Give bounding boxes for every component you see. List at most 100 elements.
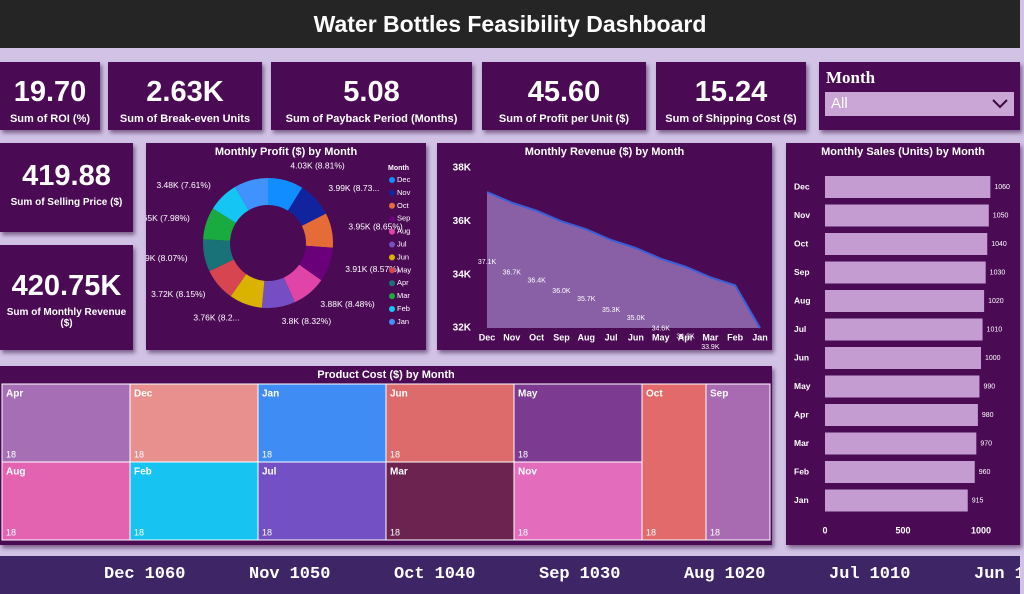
slicer-dropdown[interactable]: All: [825, 92, 1014, 116]
legend-marker: [389, 177, 395, 183]
x-tick-label: Jan: [752, 332, 768, 342]
panel: Product Cost ($) by Month Apr 18 Aug 18 Dec 18…: [0, 366, 772, 545]
legend-label: Aug: [397, 227, 410, 236]
ticker-value: 1040: [434, 565, 476, 584]
chart-title: Monthly Sales (Units) by Month: [821, 146, 985, 158]
header: Water Bottles Feasibility Dashboard: [0, 0, 1020, 48]
y-tick-label: Jul: [794, 324, 806, 334]
legend-marker: [389, 280, 395, 287]
kpi-value: 19.70: [13, 76, 87, 108]
cell-label: Sep: [710, 389, 728, 400]
y-tick-label: Nov: [794, 210, 810, 220]
x-tick-label: Oct: [529, 332, 544, 342]
bar: [825, 461, 975, 483]
data-label: 1030: [990, 269, 1006, 276]
treemap-cell: [513, 461, 643, 541]
x-tick-label: Jun: [628, 332, 644, 342]
y-tick-label: 32K: [453, 323, 472, 334]
treemap-cell: [385, 461, 515, 541]
kpi-card: 5.08 Sum of Payback Period (Months): [271, 62, 472, 130]
cell-label: Dec: [134, 389, 153, 400]
area: [487, 192, 760, 328]
donut-chart: Monthly Profit ($) by Month 4.03K (8.81%)…: [133, 146, 411, 326]
chart-title: Monthly Profit ($) by Month: [215, 146, 358, 158]
treemap-cell: [705, 383, 771, 541]
donut-slice: [203, 208, 236, 241]
y-tick-label: Aug: [794, 295, 811, 305]
ticker: Dec 1060 Nov 1050 Oct 1040 Sep 1030 Aug 1020 Jul 10…: [0, 556, 1020, 594]
legend-label: Feb: [397, 304, 410, 313]
data-label: 990: [983, 383, 995, 390]
ticker-item: Aug 1020: [684, 565, 765, 584]
treemap-cell: [1, 461, 131, 541]
y-tick-label: Jun: [794, 352, 809, 362]
donut-slice: [268, 178, 303, 211]
y-tick-label: May: [794, 381, 811, 391]
data-label: 1060: [994, 184, 1010, 191]
data-label: 35.0K: [627, 315, 646, 322]
cell-value: 18: [6, 527, 16, 537]
legend-label: Oct: [397, 201, 410, 210]
legend-label: Mar: [397, 291, 410, 300]
cell-value: 18: [262, 449, 272, 459]
cell-label: Aug: [6, 467, 25, 478]
donut-slice: [212, 187, 249, 223]
data-label: 1010: [987, 326, 1003, 333]
panel: Monthly Sales (Units) by Month 0 500 1000 De…: [786, 143, 1020, 545]
data-label: 35.7K: [577, 296, 596, 303]
panel: Monthly Profit ($) by Month 4.03K (8.81%)…: [133, 143, 426, 350]
ticker-value: 1010: [869, 565, 911, 584]
cell-label: Jun: [390, 389, 408, 400]
cell-label: Apr: [6, 389, 23, 400]
data-label: 1020: [988, 298, 1004, 305]
treemap-cell: [257, 461, 387, 541]
chart-title: Monthly Revenue ($) by Month: [525, 146, 685, 158]
cell-label: Jan: [262, 389, 279, 400]
kpi-label: Sum of Profit per Unit ($): [498, 113, 630, 125]
treemap-cell: [129, 461, 259, 541]
data-label: 3.65K (7.98%): [146, 213, 190, 223]
treemap-cell: [129, 383, 259, 463]
kpi-card: 45.60 Sum of Profit per Unit ($): [482, 62, 646, 130]
kpi-value: 419.88: [22, 159, 111, 192]
legend-marker: [389, 306, 395, 312]
legend-title: Month: [388, 165, 409, 172]
ticker-value: 1020: [724, 565, 766, 584]
kpi-card: 2.63K Sum of Break-even Units: [108, 62, 262, 130]
y-tick-label: 36K: [453, 216, 472, 227]
ticker-month: Nov: [249, 565, 280, 584]
data-label: 970: [980, 440, 992, 447]
data-label: 960: [979, 469, 991, 476]
legend-label: Sep: [397, 214, 410, 223]
kpi-card: 420.75K Sum of Monthly Revenue ($): [0, 245, 133, 350]
legend-marker: [389, 228, 395, 235]
panel: Monthly Revenue ($) by Month 32K 34K 36K 38K…: [437, 143, 772, 359]
kpi-value: 2.63K: [146, 76, 224, 108]
legend-label: Jan: [397, 317, 409, 326]
cell-value: 18: [518, 449, 528, 459]
ticker-value: 1030: [579, 565, 621, 584]
x-tick-label: Feb: [727, 332, 744, 342]
kpi-value: 5.08: [343, 76, 400, 108]
bar-chart: Monthly Sales (Units) by Month 0 500 1000 De…: [794, 146, 1010, 535]
bar: [825, 290, 985, 312]
donut-slice: [234, 178, 268, 211]
bar: [825, 176, 991, 198]
donut-slice: [209, 259, 247, 297]
x-tick-label: May: [652, 332, 670, 342]
legend-marker: [389, 267, 395, 274]
donut-slice: [203, 239, 234, 272]
data-label: 34.3K: [676, 334, 695, 341]
data-label: 3.76K (8.2...: [193, 312, 239, 322]
cell-value: 18: [6, 449, 16, 459]
legend-marker: [389, 318, 395, 325]
x-tick-label: 1000: [971, 525, 991, 535]
data-label: 1050: [993, 212, 1009, 219]
kpi-label: Sum of Selling Price ($): [10, 196, 123, 208]
bar: [825, 318, 983, 341]
treemap-cell: [257, 383, 387, 463]
x-tick-label: Jul: [605, 332, 618, 342]
ticker-item: Nov 1050: [249, 565, 330, 584]
chart-title: Product Cost ($) by Month: [317, 369, 455, 381]
kpi-label: Sum of ROI (%): [9, 113, 91, 125]
